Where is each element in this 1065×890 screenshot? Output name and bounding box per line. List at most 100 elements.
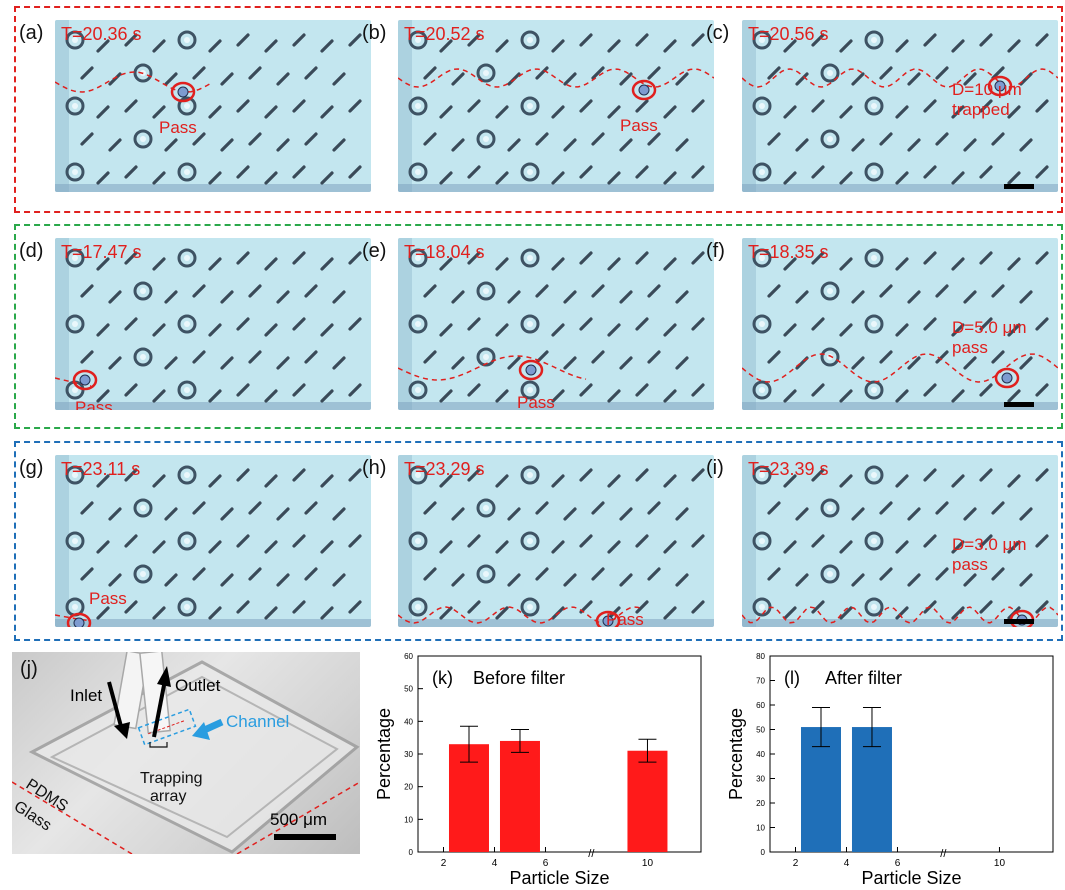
particle-annotation: Pass <box>606 610 644 627</box>
micrograph-image <box>398 20 714 192</box>
panel-label: (b) <box>362 22 387 44</box>
bar <box>800 727 841 852</box>
micrograph-panel: T=23.11 s Pass <box>55 455 371 627</box>
chart-panel-label: (l) <box>784 668 800 688</box>
x-tick-label: 4 <box>492 858 498 869</box>
micrograph-panel: T=20.36 s Pass <box>55 20 371 192</box>
time-label: T=18.04 s <box>404 242 485 262</box>
chart-panel-label: (k) <box>432 668 453 688</box>
x-tick-label: 4 <box>844 858 850 869</box>
chart-after-filter: 0 10 20 30 40 50 60 70 80 2 4 6 10 // (l) After filter P… <box>726 652 1054 886</box>
y-tick-label: 0 <box>761 848 766 857</box>
time-label: T=23.29 s <box>404 459 485 479</box>
annotation-line: D=5.0 μm <box>952 318 1027 337</box>
axis-break: // <box>940 848 947 860</box>
panel-label: (i) <box>706 457 724 479</box>
time-label: T=23.39 s <box>748 459 829 479</box>
time-label: T=20.52 s <box>404 24 485 44</box>
chart-title: After filter <box>825 668 902 688</box>
x-tick-label: 10 <box>994 858 1006 869</box>
time-label: T=20.36 s <box>61 24 142 44</box>
y-tick-label: 60 <box>756 701 765 710</box>
micrograph-panel: T=23.29 s Pass <box>398 455 714 627</box>
chart-before-filter: 0 10 20 30 40 50 60 2 4 6 10 // (k) Before filter Part… <box>374 652 702 886</box>
y-tick-label: 50 <box>756 726 765 735</box>
x-tick-label: 6 <box>895 858 901 869</box>
device-photo-drawing <box>12 652 360 854</box>
annotation-line: trapped <box>952 100 1010 119</box>
panel-label: (a) <box>19 22 44 44</box>
y-tick-label: 60 <box>404 652 413 661</box>
photo-panel-label: (j) <box>20 658 38 680</box>
annotation-line: D=10 μm <box>952 80 1022 99</box>
trapping-label-line2: array <box>150 788 187 805</box>
panel-label: (e) <box>362 240 387 262</box>
x-axis-label: Particle Size <box>509 868 609 886</box>
y-tick-label: 10 <box>404 815 413 824</box>
y-tick-label: 50 <box>404 685 413 694</box>
micrograph-panel: T=17.47 s Pass <box>55 238 371 410</box>
time-label: T=17.47 s <box>61 242 142 262</box>
annotation-line: Pass <box>606 610 644 627</box>
scale-bar-label: 500 μm <box>270 810 328 829</box>
micrograph-panel: T=18.35 s D=5.0 μm pass <box>742 238 1058 410</box>
annotation-line: Pass <box>620 116 658 135</box>
y-tick-label: 0 <box>409 848 414 857</box>
micrograph-image <box>398 455 714 627</box>
micrograph-image <box>55 20 371 192</box>
time-label: T=18.35 s <box>748 242 829 262</box>
y-tick-label: 70 <box>756 677 765 686</box>
inlet-label: Inlet <box>70 686 103 705</box>
x-tick-label: 6 <box>543 858 549 869</box>
particle-annotation: D=5.0 μm pass <box>952 318 1027 358</box>
particle-annotation: Pass <box>620 116 658 136</box>
micrograph-image <box>55 238 371 410</box>
group-box-blue <box>14 441 1063 641</box>
outlet-label: Outlet <box>175 676 221 695</box>
y-axis-label: Percentage <box>726 708 746 800</box>
y-tick-label: 30 <box>404 750 413 759</box>
x-tick-label: 2 <box>793 858 799 869</box>
y-tick-label: 20 <box>756 799 765 808</box>
bar <box>851 727 892 852</box>
annotation-line: pass <box>952 338 988 357</box>
y-tick-label: 40 <box>756 750 765 759</box>
micrograph-panel: T=20.56 s D=10 μm trapped <box>742 20 1058 192</box>
panel-label: (f) <box>706 240 725 262</box>
micrograph-image <box>742 455 1058 627</box>
micrograph-panel: T=20.52 s Pass <box>398 20 714 192</box>
particle-annotation: D=10 μm trapped <box>952 80 1022 120</box>
y-tick-label: 80 <box>756 652 765 661</box>
panel-label: (h) <box>362 457 387 479</box>
group-box-red <box>14 6 1063 213</box>
time-label: T=23.11 s <box>61 459 141 479</box>
y-tick-label: 40 <box>404 717 413 726</box>
micrograph-panel: T=18.04 s Pass <box>398 238 714 410</box>
x-tick-label: 10 <box>642 858 654 869</box>
bar <box>627 750 668 852</box>
annotation-line: pass <box>952 555 988 574</box>
micrograph-image <box>398 238 714 410</box>
particle-annotation: Pass <box>517 393 555 410</box>
time-label: T=20.56 s <box>748 24 829 44</box>
axis-break: // <box>588 848 595 860</box>
annotation-line: Pass <box>159 118 197 137</box>
particle-annotation: Pass <box>75 398 113 410</box>
y-tick-label: 30 <box>756 775 765 784</box>
annotation-line: Pass <box>75 398 113 410</box>
micrograph-panel: T=23.39 s D=3.0 μm pass <box>742 455 1058 627</box>
y-axis-label: Percentage <box>374 708 394 800</box>
chart-title: Before filter <box>473 668 565 688</box>
particle-annotation: Pass <box>89 589 127 609</box>
annotation-line: Pass <box>517 393 555 410</box>
particle-annotation: Pass <box>159 118 197 138</box>
y-tick-label: 20 <box>404 783 413 792</box>
annotation-line: Pass <box>89 589 127 608</box>
panel-label: (g) <box>19 457 44 479</box>
x-axis-label: Particle Size <box>861 868 961 886</box>
panel-label: (d) <box>19 240 44 262</box>
group-box-green <box>14 224 1063 429</box>
bar <box>499 740 540 852</box>
x-tick-label: 2 <box>441 858 447 869</box>
device-photo: (j) Inlet Outlet Channel PDMS Glass Trap… <box>12 652 360 854</box>
